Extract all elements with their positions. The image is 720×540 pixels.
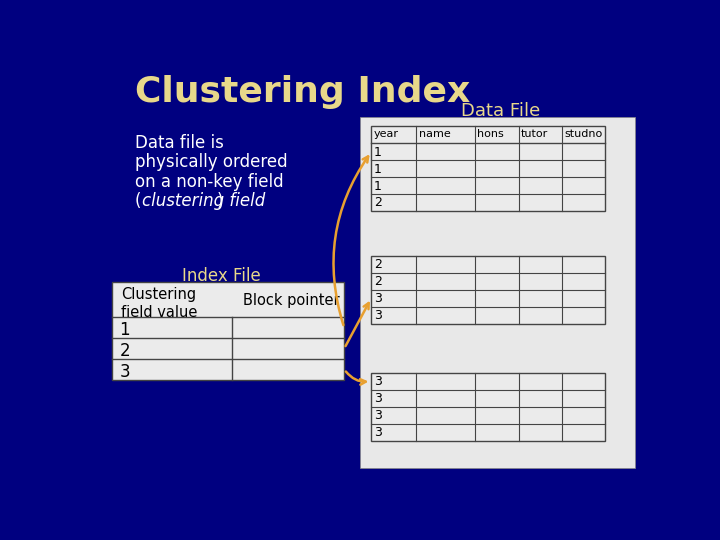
Text: 3: 3: [374, 426, 382, 439]
Text: 1: 1: [374, 146, 382, 159]
Bar: [372, 256, 606, 323]
Text: studno: studno: [564, 129, 603, 139]
Text: 2: 2: [374, 275, 382, 288]
Text: (: (: [135, 192, 141, 210]
Text: Index File: Index File: [182, 267, 261, 285]
Text: 1: 1: [120, 321, 130, 339]
Text: tutor: tutor: [521, 129, 548, 139]
Text: Data File: Data File: [461, 102, 541, 120]
Text: year: year: [374, 129, 399, 139]
Text: 2: 2: [374, 197, 382, 210]
Text: Clustering
field value: Clustering field value: [121, 287, 197, 320]
Text: ): ): [216, 192, 222, 210]
Bar: [112, 282, 344, 380]
Text: 2: 2: [374, 258, 382, 271]
Text: physically ordered: physically ordered: [135, 153, 287, 171]
Bar: [372, 373, 606, 441]
Text: 3: 3: [374, 309, 382, 322]
Text: 1: 1: [374, 179, 382, 193]
Text: clustering field: clustering field: [142, 192, 265, 210]
Text: name: name: [418, 129, 450, 139]
Text: Block pointer: Block pointer: [243, 293, 339, 308]
Bar: [360, 117, 635, 468]
Text: 3: 3: [120, 363, 130, 381]
Text: hons: hons: [477, 129, 504, 139]
Bar: [372, 126, 606, 211]
Text: on a non-key field: on a non-key field: [135, 173, 284, 191]
Text: 3: 3: [374, 375, 382, 388]
Text: 2: 2: [120, 342, 130, 360]
Text: 3: 3: [374, 392, 382, 405]
Text: Data file is: Data file is: [135, 134, 224, 152]
Text: Clustering Index: Clustering Index: [135, 75, 470, 109]
Text: 3: 3: [374, 292, 382, 305]
Text: 1: 1: [374, 163, 382, 176]
Text: 3: 3: [374, 409, 382, 422]
